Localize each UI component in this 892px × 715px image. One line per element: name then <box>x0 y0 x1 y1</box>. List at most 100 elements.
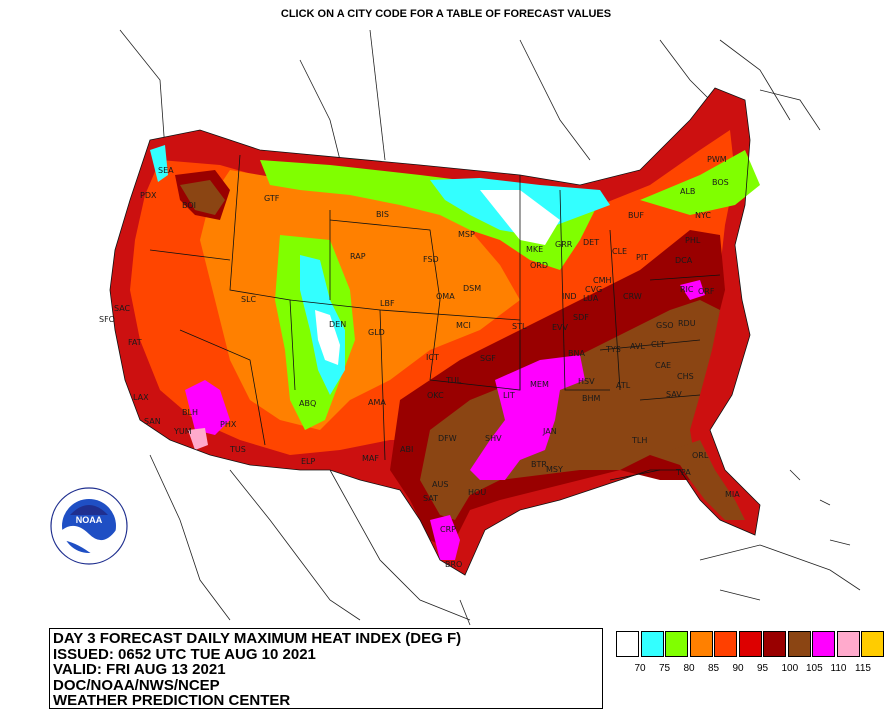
city-code-BRO[interactable]: BRO <box>445 560 462 569</box>
city-code-SHV[interactable]: SHV <box>485 434 502 443</box>
city-code-DET[interactable]: DET <box>583 238 599 247</box>
city-code-ORL[interactable]: ORL <box>692 451 709 460</box>
city-code-STL[interactable]: STL <box>512 322 527 331</box>
city-code-HOU[interactable]: HOU <box>468 488 486 497</box>
city-code-GTF[interactable]: GTF <box>264 194 280 203</box>
city-code-ELP[interactable]: ELP <box>301 457 316 466</box>
city-code-SGF[interactable]: SGF <box>480 354 496 363</box>
city-code-AMA[interactable]: AMA <box>368 398 386 407</box>
city-code-ATL[interactable]: ATL <box>616 381 631 390</box>
city-code-SFO[interactable]: SFO <box>99 315 115 324</box>
city-code-DEN[interactable]: DEN <box>329 320 346 329</box>
city-code-ORF[interactable]: ORF <box>698 287 715 296</box>
city-code-MIA[interactable]: MIA <box>725 490 740 499</box>
city-code-CRP[interactable]: CRP <box>440 525 456 534</box>
city-code-PHX[interactable]: PHX <box>220 420 237 429</box>
city-code-SAV[interactable]: SAV <box>666 390 682 399</box>
city-code-CLT[interactable]: CLT <box>651 340 665 349</box>
city-code-LUA[interactable]: LUA <box>583 294 599 303</box>
map-title-box: DAY 3 FORECAST DAILY MAXIMUM HEAT INDEX … <box>49 628 603 709</box>
city-code-AVL[interactable]: AVL <box>630 342 645 351</box>
city-code-BIS[interactable]: BIS <box>376 210 389 219</box>
legend-swatch <box>616 631 639 657</box>
city-code-NYC[interactable]: NYC <box>695 211 711 220</box>
city-code-BNA[interactable]: BNA <box>568 349 585 358</box>
city-code-SDF[interactable]: SDF <box>573 313 589 322</box>
city-code-FAT[interactable]: FAT <box>128 338 142 347</box>
city-code-YUM[interactable]: YUM <box>173 427 192 436</box>
city-code-TLH[interactable]: TLH <box>631 436 647 445</box>
city-code-DCA[interactable]: DCA <box>675 256 693 265</box>
city-code-IND[interactable]: IND <box>562 292 577 301</box>
city-code-TUL[interactable]: TUL <box>445 376 462 385</box>
city-code-JAN[interactable]: JAN <box>542 427 557 436</box>
city-code-CRW[interactable]: CRW <box>623 292 642 301</box>
neighbor-outlines <box>119 29 861 626</box>
city-code-BLH[interactable]: BLH <box>182 408 198 417</box>
city-code-EVV[interactable]: EVV <box>552 323 569 332</box>
title-line-3: VALID: FRI AUG 13 2021 <box>53 661 226 678</box>
city-code-MEM[interactable]: MEM <box>530 380 549 389</box>
legend-label: 115 <box>855 663 871 674</box>
city-code-TUS[interactable]: TUS <box>229 445 246 454</box>
city-code-MKE[interactable]: MKE <box>526 245 543 254</box>
city-code-BTR[interactable]: BTR <box>531 460 547 469</box>
city-code-SLC[interactable]: SLC <box>241 295 257 304</box>
city-code-OKC[interactable]: OKC <box>427 391 444 400</box>
city-code-TPA[interactable]: TPA <box>675 468 691 477</box>
legend-swatch <box>812 631 835 657</box>
city-code-CLE[interactable]: CLE <box>612 247 627 256</box>
city-code-PWM[interactable]: PWM <box>707 155 727 164</box>
city-code-BUF[interactable]: BUF <box>628 211 644 220</box>
heat-index-fill <box>110 88 760 575</box>
city-code-AUS[interactable]: AUS <box>432 480 448 489</box>
legend-label: 70 <box>634 663 646 674</box>
city-code-ABI[interactable]: ABI <box>400 445 413 454</box>
city-code-GLD[interactable]: GLD <box>368 328 385 337</box>
city-code-DFW[interactable]: DFW <box>438 434 457 443</box>
city-code-MSY[interactable]: MSY <box>546 465 563 474</box>
title-line-1: DAY 3 FORECAST DAILY MAXIMUM HEAT INDEX … <box>53 630 462 647</box>
city-code-PIT[interactable]: PIT <box>636 253 648 262</box>
city-code-GRR[interactable]: GRR <box>555 240 573 249</box>
city-code-RIC[interactable]: RIC <box>680 285 694 294</box>
city-code-FSD[interactable]: FSD <box>423 255 439 264</box>
city-code-BOI[interactable]: BOI <box>182 201 196 210</box>
zone-110-va <box>680 280 705 300</box>
city-code-LIT[interactable]: LIT <box>503 391 515 400</box>
city-code-LAX[interactable]: LAX <box>133 393 149 402</box>
city-code-ALB[interactable]: ALB <box>680 187 695 196</box>
city-code-SEA[interactable]: SEA <box>158 166 174 175</box>
title-line-2: ISSUED: 0652 UTC TUE AUG 10 2021 <box>53 645 316 663</box>
city-code-MAF[interactable]: MAF <box>362 454 379 463</box>
legend-swatch <box>763 631 786 657</box>
city-code-PHL[interactable]: PHL <box>685 236 701 245</box>
city-code-MSP[interactable]: MSP <box>458 230 475 239</box>
city-code-CHS[interactable]: CHS <box>677 372 694 381</box>
city-code-GSO[interactable]: GSO <box>656 321 674 330</box>
city-code-BOS[interactable]: BOS <box>712 178 729 187</box>
city-code-LBF[interactable]: LBF <box>380 299 395 308</box>
city-code-ICT[interactable]: ICT <box>426 353 439 362</box>
city-code-PDX[interactable]: PDX <box>140 191 157 200</box>
city-code-TYS[interactable]: TYS <box>605 345 621 354</box>
title-line-4: DOC/NOAA/NWS/NCEP <box>53 676 220 694</box>
city-code-OMA[interactable]: OMA <box>436 292 455 301</box>
city-code-MCI[interactable]: MCI <box>456 321 471 330</box>
city-code-SAC[interactable]: SAC <box>114 304 131 313</box>
city-code-ABQ[interactable]: ABQ <box>299 399 316 408</box>
city-code-DSM[interactable]: DSM <box>463 284 481 293</box>
city-code-BHM[interactable]: BHM <box>582 394 601 403</box>
city-code-CAE[interactable]: CAE <box>655 361 671 370</box>
city-code-RAP[interactable]: RAP <box>350 252 366 261</box>
zone-110-south <box>470 355 585 480</box>
city-code-RDU[interactable]: RDU <box>678 319 696 328</box>
city-code-CVG[interactable]: CVG <box>585 285 602 294</box>
city-code-ORD[interactable]: ORD <box>530 261 548 270</box>
city-code-SAT[interactable]: SAT <box>423 494 438 503</box>
noaa-logo: NOAA <box>50 487 128 565</box>
city-code-SAN[interactable]: SAN <box>144 417 161 426</box>
city-code-CMH[interactable]: CMH <box>593 276 612 285</box>
city-code-HSV[interactable]: HSV <box>578 377 595 386</box>
